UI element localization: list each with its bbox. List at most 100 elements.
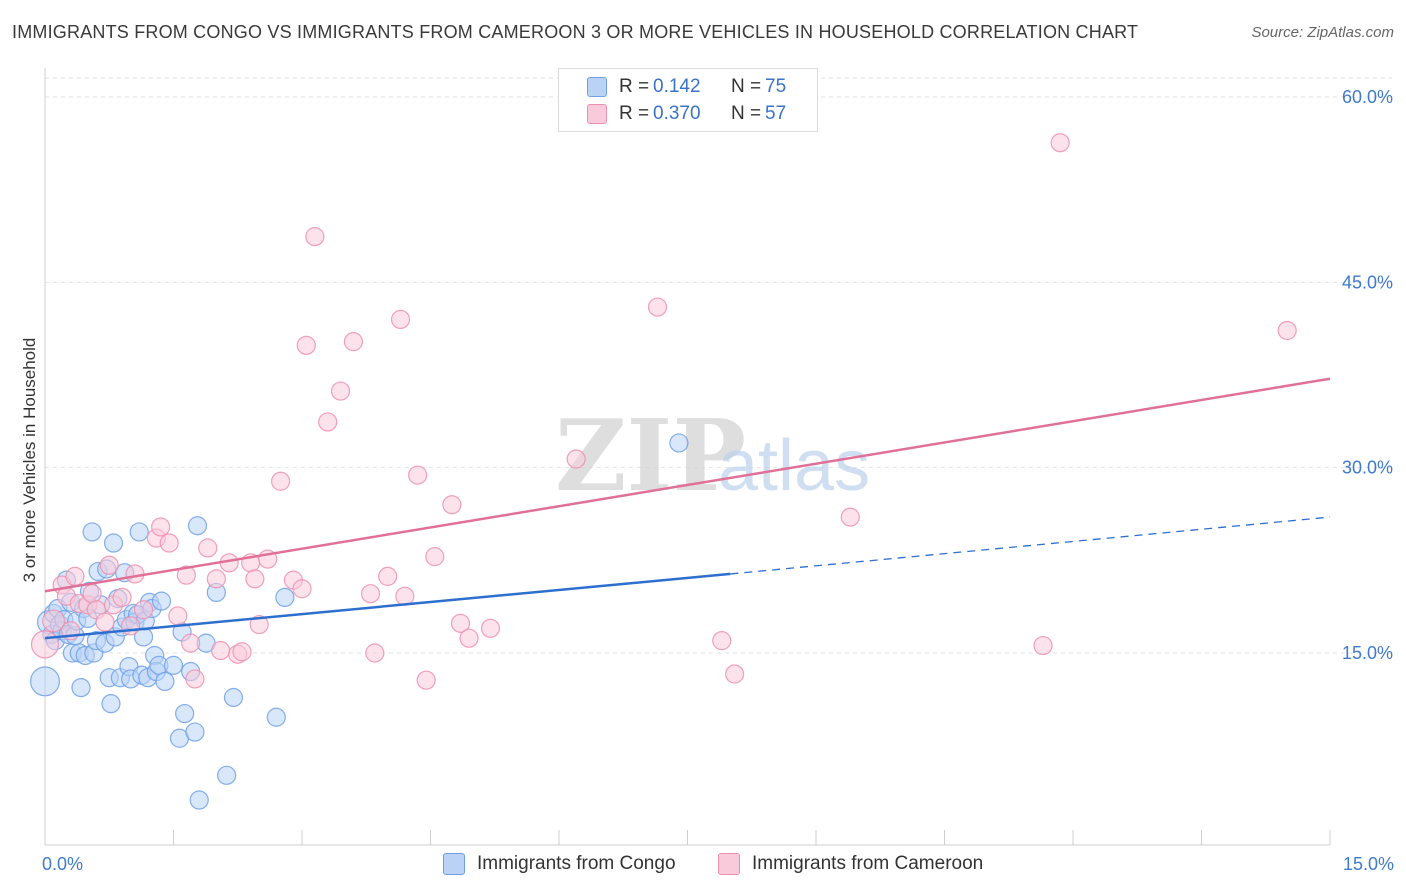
y-tick-label: 30.0%: [1342, 458, 1393, 478]
point-cameroon: [65, 566, 85, 586]
point-cameroon: [296, 335, 316, 355]
legend-n-label: N =: [731, 103, 762, 124]
point-cameroon: [245, 569, 265, 589]
bottom-legend-swatch-congo: [443, 853, 465, 875]
point-cameroon: [185, 669, 205, 689]
axes: [44, 68, 1331, 846]
point-congo: [266, 707, 286, 727]
point-cameroon: [725, 664, 745, 684]
point-cameroon: [211, 640, 231, 661]
y-tick-labels: 15.0% 30.0% 45.0% 60.0%: [1342, 87, 1393, 663]
point-cameroon: [125, 564, 145, 584]
point-cameroon: [378, 566, 398, 586]
y-tick-label: 15.0%: [1342, 643, 1393, 663]
point-cameroon: [99, 555, 119, 575]
trend-line-cameroon: [44, 377, 1331, 593]
point-cameroon: [176, 565, 196, 585]
point-cameroon: [292, 579, 312, 599]
x-tick-min: 0.0%: [42, 854, 83, 874]
point-cameroon: [1050, 133, 1070, 153]
point-cameroon: [442, 495, 462, 515]
point-cameroon: [305, 227, 325, 247]
bottom-legend-label-congo: Immigrants from Congo: [477, 853, 676, 874]
point-cameroon: [270, 471, 291, 491]
point-cameroon: [395, 586, 415, 606]
legend-swatch-cameroon: [587, 104, 607, 124]
y-tick-label: 60.0%: [1342, 87, 1393, 107]
point-cameroon: [712, 631, 732, 651]
legend: R = 0.142 N = 75 R = 0.370 N = 57: [558, 68, 818, 132]
y-tick-label: 45.0%: [1342, 272, 1393, 292]
point-congo: [187, 516, 208, 536]
bottom-legend-label-cameroon: Immigrants from Cameroon: [752, 853, 984, 874]
point-cameroon: [121, 616, 141, 636]
source-label: Source: ZipAtlas.com: [1251, 24, 1394, 41]
legend-r-label: R =: [619, 103, 650, 124]
point-cameroon: [112, 587, 132, 608]
point-congo: [669, 433, 689, 453]
point-cameroon: [95, 612, 115, 632]
legend-n-label: N =: [731, 76, 762, 97]
point-cameroon: [416, 670, 436, 690]
series-cameroon-points: [30, 133, 1297, 690]
legend-r-label: R =: [619, 76, 650, 97]
point-cameroon: [249, 614, 269, 635]
point-cameroon: [42, 609, 65, 633]
point-cameroon: [408, 465, 428, 485]
chart-title: IMMIGRANTS FROM CONGO VS IMMIGRANTS FROM…: [12, 22, 1139, 42]
watermark-zip: ZIP: [555, 399, 746, 514]
bottom-legend-congo: Immigrants from Congo: [443, 852, 676, 876]
legend-n-value: 75: [765, 76, 787, 97]
point-cameroon: [566, 449, 586, 469]
point-congo: [129, 522, 149, 542]
point-cameroon: [425, 547, 445, 567]
point-cameroon: [151, 517, 171, 537]
trend-lines: [44, 377, 1331, 640]
point-congo: [155, 671, 175, 692]
point-congo: [30, 666, 60, 697]
point-cameroon: [159, 533, 179, 553]
watermark: ZIP atlas: [555, 399, 870, 514]
point-cameroon: [365, 643, 385, 663]
x-tick-max: 15.0%: [1343, 854, 1394, 874]
point-cameroon: [459, 628, 479, 648]
point-congo: [175, 703, 195, 724]
point-cameroon: [450, 613, 471, 633]
y-axis-label: 3 or more Vehicles in Household: [20, 337, 39, 583]
trend-line-congo: [44, 572, 731, 640]
point-cameroon: [1033, 635, 1053, 656]
point-cameroon: [198, 538, 218, 558]
point-cameroon: [206, 569, 226, 589]
watermark-atlas: atlas: [718, 426, 870, 506]
point-cameroon: [390, 309, 411, 329]
point-cameroon: [82, 584, 102, 604]
point-cameroon: [840, 507, 860, 527]
trend-line-congo-dashed: [730, 516, 1331, 575]
point-congo: [103, 533, 124, 553]
point-congo: [189, 790, 209, 810]
point-cameroon: [647, 297, 668, 317]
point-cameroon: [343, 332, 363, 352]
point-cameroon: [181, 633, 201, 653]
point-cameroon: [168, 606, 188, 626]
point-congo: [223, 687, 244, 708]
point-cameroon: [330, 381, 351, 401]
point-congo: [163, 655, 184, 675]
point-congo: [82, 522, 102, 542]
point-cameroon: [360, 584, 381, 604]
point-congo: [71, 677, 91, 698]
legend-n-value: 57: [765, 103, 787, 124]
point-cameroon: [133, 600, 154, 620]
point-cameroon: [318, 412, 338, 432]
point-cameroon: [480, 618, 501, 638]
point-congo: [185, 722, 205, 742]
bottom-legend-swatch-cameroon: [718, 853, 740, 875]
point-cameroon: [232, 642, 252, 662]
legend-r-value: 0.370: [653, 103, 701, 124]
point-cameroon: [30, 630, 60, 659]
legend-swatch-congo: [587, 77, 607, 97]
point-congo: [101, 694, 121, 714]
legend-r-value: 0.142: [653, 76, 701, 97]
bottom-legend-cameroon: Immigrants from Cameroon: [718, 852, 983, 876]
